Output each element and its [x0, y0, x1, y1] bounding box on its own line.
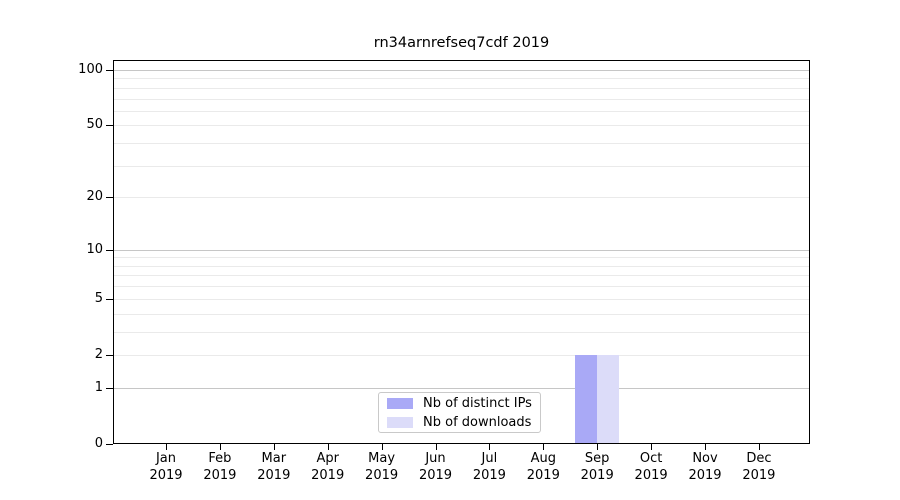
- gridline-minor-3: [114, 331, 809, 333]
- x-tick-apr: [327, 444, 329, 450]
- gridline-major-10: [114, 249, 809, 251]
- gridline-minor-60: [114, 110, 809, 112]
- x-tick-label-apr: Apr 2019: [311, 451, 345, 483]
- y-tick-2: [106, 354, 113, 356]
- y-tick-1: [106, 387, 113, 389]
- x-tick-label-nov: Nov 2019: [688, 451, 722, 483]
- gridline-minor-80: [114, 87, 809, 89]
- legend-label-downloads: Nb of downloads: [423, 414, 532, 430]
- gridline-minor-70: [114, 98, 809, 100]
- gridline-minor-6: [114, 286, 809, 288]
- y-tick-label-1: 1: [94, 379, 103, 395]
- bar-sep-downloads: [597, 354, 620, 443]
- x-tick-jan: [166, 444, 167, 450]
- gridline-major-1: [114, 387, 809, 389]
- x-tick-mar: [273, 444, 275, 450]
- y-tick-label-20: 20: [86, 189, 103, 205]
- gridline-minor-2: [114, 354, 809, 356]
- y-tick-5: [106, 298, 113, 300]
- y-tick-100: [106, 69, 113, 71]
- legend-item-distinct-ips: Nb of distinct IPs: [387, 394, 540, 413]
- x-tick-jun: [435, 444, 437, 450]
- gridline-minor-20: [114, 197, 809, 199]
- x-tick-label-sep: Sep 2019: [580, 451, 614, 483]
- legend-label-distinct-ips: Nb of distinct IPs: [423, 395, 532, 411]
- gridline-major-100: [114, 69, 809, 71]
- y-tick-0: [106, 444, 113, 445]
- gridline-minor-4: [114, 313, 809, 315]
- gridline-minor-40: [114, 143, 809, 145]
- y-tick-label-50: 50: [86, 117, 103, 133]
- y-tick-label-2: 2: [94, 346, 103, 362]
- gridline-minor-30: [114, 165, 809, 167]
- gridline-minor-50: [114, 125, 809, 127]
- y-tick-label-0: 0: [94, 436, 103, 451]
- x-tick-aug: [543, 444, 545, 450]
- x-tick-feb: [219, 444, 221, 450]
- gridline-minor-7: [114, 275, 809, 277]
- y-tick-label-100: 100: [78, 61, 103, 77]
- x-tick-jul: [489, 444, 491, 450]
- y-tick-50: [106, 125, 113, 127]
- x-tick-label-jan: Jan 2019: [149, 451, 183, 483]
- chart-title: rn34arnrefseq7cdf 2019: [373, 35, 550, 51]
- gridline-minor-90: [114, 78, 809, 80]
- x-tick-label-may: May 2019: [365, 451, 399, 483]
- legend-item-downloads: Nb of downloads: [387, 413, 540, 432]
- x-tick-oct: [651, 444, 653, 450]
- x-tick-may: [381, 444, 383, 450]
- x-tick-label-aug: Aug 2019: [526, 451, 560, 483]
- y-tick-label-10: 10: [86, 241, 103, 257]
- x-tick-sep: [597, 444, 599, 450]
- bar-sep-ips: [575, 354, 598, 443]
- legend-swatch-distinct-ips: [387, 397, 413, 409]
- x-tick-label-mar: Mar 2019: [257, 451, 291, 483]
- gridline-minor-5: [114, 298, 809, 300]
- x-tick-label-feb: Feb 2019: [203, 451, 237, 483]
- y-tick-20: [106, 197, 113, 199]
- y-tick-label-5: 5: [94, 290, 103, 306]
- x-tick-label-jul: Jul 2019: [472, 451, 506, 483]
- gridline-minor-9: [114, 257, 809, 259]
- x-tick-nov: [705, 444, 706, 450]
- x-tick-label-dec: Dec 2019: [742, 451, 776, 483]
- x-tick-label-jun: Jun 2019: [418, 451, 453, 483]
- gridline-minor-8: [114, 265, 809, 267]
- x-tick-label-oct: Oct 2019: [634, 451, 668, 483]
- y-tick-10: [106, 249, 113, 251]
- legend: Nb of distinct IPs Nb of downloads: [378, 392, 541, 433]
- legend-swatch-downloads: [387, 416, 413, 428]
- x-tick-dec: [758, 444, 760, 450]
- plot-area: [113, 60, 810, 444]
